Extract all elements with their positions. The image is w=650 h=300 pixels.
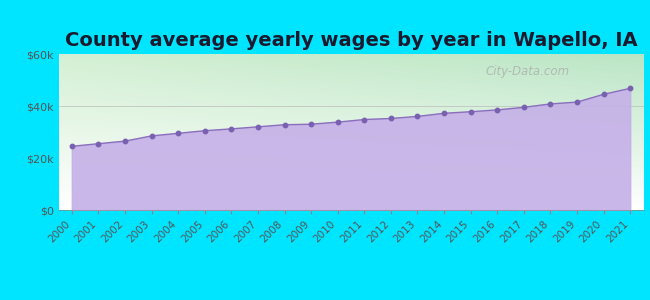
Text: City-Data.com: City-Data.com (486, 65, 569, 78)
Title: County average yearly wages by year in Wapello, IA: County average yearly wages by year in W… (65, 31, 637, 50)
